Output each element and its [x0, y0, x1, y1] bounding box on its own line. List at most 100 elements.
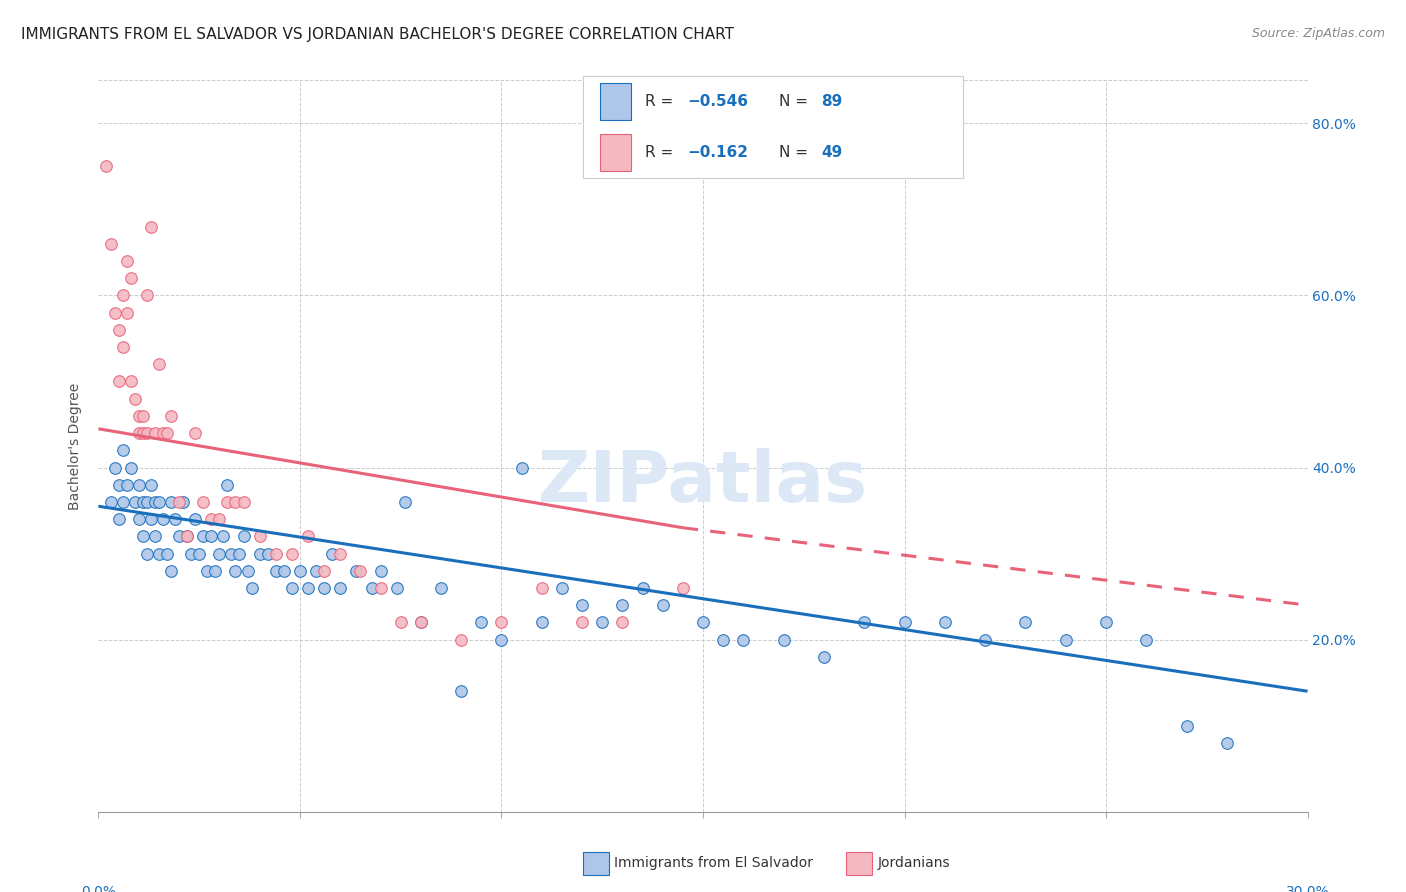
Point — [176, 529, 198, 543]
Point — [934, 615, 956, 630]
Point — [571, 615, 593, 630]
Point — [672, 581, 695, 595]
Point — [167, 495, 190, 509]
Point — [128, 426, 150, 441]
Point — [115, 477, 138, 491]
Point — [148, 357, 170, 371]
Point — [132, 495, 155, 509]
Point — [692, 615, 714, 630]
Point — [1095, 615, 1118, 630]
Point — [148, 495, 170, 509]
Point — [107, 512, 129, 526]
Point — [1054, 632, 1077, 647]
Text: 49: 49 — [821, 145, 842, 161]
Text: 89: 89 — [821, 94, 842, 109]
Point — [167, 529, 190, 543]
Point — [111, 495, 134, 509]
Point — [208, 547, 231, 561]
Text: N =: N = — [779, 145, 813, 161]
Point — [1175, 719, 1198, 733]
Point — [297, 529, 319, 543]
Point — [612, 598, 634, 612]
Point — [120, 271, 142, 285]
Point — [156, 547, 179, 561]
Point — [204, 564, 226, 578]
Point — [143, 426, 166, 441]
Point — [143, 495, 166, 509]
Point — [184, 426, 207, 441]
Point — [813, 649, 835, 664]
Point — [370, 581, 392, 595]
Point — [256, 547, 278, 561]
Point — [711, 632, 734, 647]
Point — [107, 323, 129, 337]
Point — [450, 632, 472, 647]
Point — [221, 547, 243, 561]
Text: 0.0%: 0.0% — [82, 885, 115, 892]
Point — [450, 684, 472, 698]
Point — [1216, 736, 1239, 750]
Point — [120, 460, 142, 475]
Point — [314, 564, 336, 578]
Point — [281, 547, 304, 561]
Point — [135, 426, 157, 441]
Point — [314, 581, 336, 595]
Point — [236, 564, 259, 578]
Point — [128, 409, 150, 423]
Point — [160, 564, 183, 578]
Point — [124, 495, 146, 509]
Point — [193, 529, 215, 543]
Point — [195, 564, 218, 578]
Point — [111, 288, 134, 302]
Point — [128, 477, 150, 491]
Text: 30.0%: 30.0% — [1285, 885, 1330, 892]
Point — [107, 477, 129, 491]
Point — [163, 512, 186, 526]
Point — [135, 288, 157, 302]
Point — [349, 564, 371, 578]
Point — [394, 495, 416, 509]
Text: R =: R = — [645, 145, 679, 161]
Point — [184, 512, 207, 526]
Point — [240, 581, 263, 595]
Point — [135, 495, 157, 509]
Point — [530, 581, 553, 595]
Text: −0.162: −0.162 — [688, 145, 748, 161]
Point — [893, 615, 915, 630]
Point — [631, 581, 654, 595]
Point — [132, 529, 155, 543]
Point — [180, 547, 202, 561]
Point — [111, 443, 134, 458]
Point — [551, 581, 574, 595]
Point — [591, 615, 613, 630]
Point — [651, 598, 673, 612]
Text: IMMIGRANTS FROM EL SALVADOR VS JORDANIAN BACHELOR'S DEGREE CORRELATION CHART: IMMIGRANTS FROM EL SALVADOR VS JORDANIAN… — [21, 27, 734, 42]
Point — [103, 460, 125, 475]
Point — [200, 529, 222, 543]
Point — [224, 564, 246, 578]
Point — [232, 495, 254, 509]
Point — [273, 564, 295, 578]
Point — [156, 426, 179, 441]
Point — [135, 547, 157, 561]
Point — [1135, 632, 1157, 647]
Point — [212, 529, 235, 543]
Point — [974, 632, 997, 647]
Point — [264, 547, 287, 561]
Point — [160, 409, 183, 423]
Point — [430, 581, 453, 595]
Point — [143, 529, 166, 543]
Point — [115, 254, 138, 268]
Point — [96, 159, 118, 173]
Point — [120, 375, 142, 389]
Point — [228, 547, 250, 561]
Point — [612, 615, 634, 630]
Point — [152, 512, 174, 526]
Point — [217, 495, 239, 509]
Point — [128, 512, 150, 526]
Point — [193, 495, 215, 509]
Point — [249, 529, 271, 543]
Point — [132, 426, 155, 441]
Point — [224, 495, 246, 509]
Text: N =: N = — [779, 94, 813, 109]
